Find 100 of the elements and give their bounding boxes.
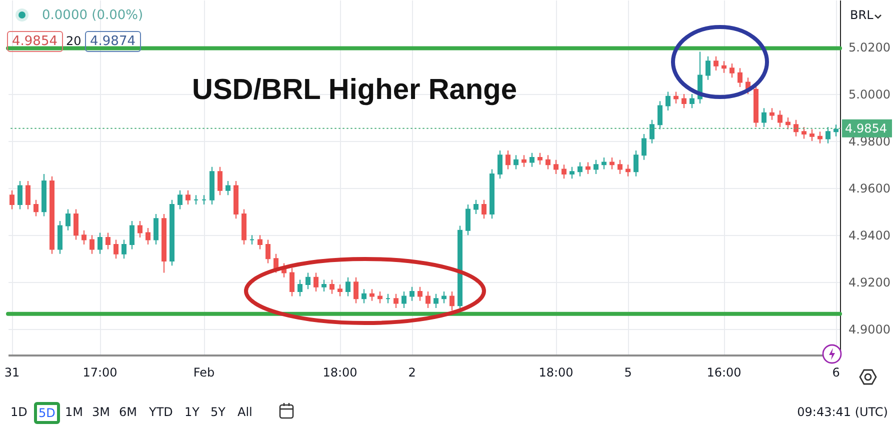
y-tick-label: 4.9400: [848, 228, 890, 243]
x-tick-label: 31: [4, 366, 20, 380]
candlestick: [450, 291, 454, 311]
candlestick: [794, 119, 798, 137]
candlestick: [642, 134, 646, 160]
candlestick: [570, 166, 574, 180]
candlestick: [298, 279, 302, 297]
candlestick: [338, 284, 342, 297]
x-tick-label: Feb: [193, 366, 215, 380]
candlestick: [818, 131, 822, 144]
candlestick: [562, 164, 566, 180]
candlestick: [634, 150, 638, 177]
candlestick: [330, 279, 334, 294]
y-tick-label: 5.0000: [848, 88, 890, 102]
candlestick: [674, 91, 678, 104]
text: 1Y: [184, 405, 200, 419]
text: 1M: [65, 405, 83, 419]
candlestick: [618, 159, 622, 174]
candlestick: [482, 199, 486, 220]
text: All: [238, 405, 252, 419]
candlestick: [410, 286, 414, 302]
text: 6M: [119, 405, 137, 419]
candlestick: [666, 91, 670, 111]
candlestick: [426, 291, 430, 308]
candlestick: [106, 232, 110, 250]
candlestick: [34, 199, 38, 217]
candlestick: [178, 190, 182, 210]
text: 5D: [34, 402, 60, 424]
text: 09:43:41 (UTC): [797, 405, 888, 419]
candlestick: [346, 276, 350, 297]
candlestick: [258, 234, 262, 250]
candlestick: [602, 157, 606, 170]
text: 3M: [92, 405, 110, 419]
candlestick: [18, 180, 22, 210]
annotation: 20: [66, 34, 82, 48]
candlestick: [762, 108, 766, 128]
candlestick: [770, 108, 774, 120]
candlestick: [402, 291, 406, 308]
candlestick: [10, 190, 14, 210]
candlestick: [226, 180, 230, 196]
candlestick: [778, 110, 782, 128]
y-tick-label: 5.0200: [848, 40, 890, 55]
candlestick: [474, 199, 478, 214]
candlestick: [786, 117, 790, 130]
candlestick: [218, 166, 222, 196]
candlestick: [434, 293, 438, 308]
candlestick: [682, 94, 686, 109]
annotation: 0.0000 (0.00%): [42, 8, 144, 23]
candlestick: [306, 272, 310, 290]
candlestick: [442, 291, 446, 304]
text: USD/BRL Higher Range: [192, 74, 517, 107]
candlestick: [690, 94, 694, 109]
candlestick: [506, 150, 510, 170]
x-tick-label: 18:00: [538, 366, 574, 380]
candlestick: [114, 239, 118, 260]
candlestick: [146, 228, 150, 246]
candlestick: [378, 291, 382, 304]
candlestick: [626, 164, 630, 177]
candlestick: [834, 124, 838, 137]
candlestick: [802, 126, 806, 140]
candlestick: [370, 288, 374, 302]
candlestick: [186, 190, 190, 206]
candlestick: [66, 208, 70, 231]
candlestick: [650, 119, 654, 144]
candlestick: [610, 157, 614, 170]
text: 5Y: [210, 405, 226, 419]
candlestick: [538, 152, 542, 166]
candlestick: [730, 62, 734, 78]
candlestick: [658, 100, 662, 130]
candlestick: [58, 220, 62, 254]
candlestick: [498, 150, 502, 180]
candlestick: [706, 56, 710, 80]
ref-line-label: 4.9854: [845, 121, 887, 136]
x-tick-label: 16:00: [706, 366, 742, 380]
y-tick-label: 4.9000: [848, 322, 890, 337]
candlestick: [466, 204, 470, 236]
candlestick: [586, 162, 590, 174]
candlestick: [122, 239, 126, 260]
candlestick: [530, 152, 534, 168]
candlestick: [290, 268, 294, 297]
text: YTD: [149, 405, 173, 419]
text: BRL: [850, 8, 874, 22]
annotation: 4.9854: [7, 31, 62, 52]
candlestick: [130, 220, 134, 250]
candlestick: [322, 279, 326, 292]
candlestick: [90, 234, 94, 254]
candlestick: [714, 56, 718, 72]
x-tick-label: 5: [624, 366, 632, 380]
candlestick: [522, 154, 526, 168]
candlestick: [394, 293, 398, 308]
candlestick: [554, 159, 558, 174]
candlestick: [354, 276, 358, 304]
annotation: 4.9874: [85, 31, 140, 52]
candlestick: [810, 128, 814, 142]
text: 1D: [10, 405, 28, 419]
candlestick: [82, 230, 86, 246]
y-tick-label: 4.9200: [848, 276, 890, 290]
candlestick: [514, 154, 518, 170]
candlestick: [738, 68, 742, 88]
x-tick-label: 6: [832, 366, 840, 380]
